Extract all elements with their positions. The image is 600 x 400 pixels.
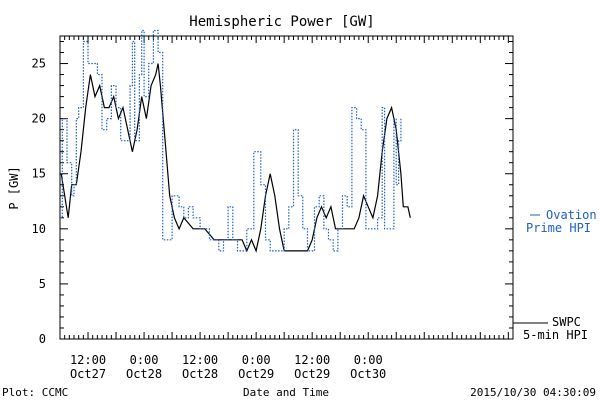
x-tick-label-time: 12:00 <box>70 353 106 367</box>
x-tick-label-date: Oct29 <box>294 367 330 381</box>
x-tick-label-time: 12:00 <box>294 353 330 367</box>
x-axis: 12:00Oct270:00Oct2812:00Oct280:00Oct2912… <box>59 36 514 381</box>
y-tick-label: 25 <box>32 57 46 71</box>
ovation-legend-line2: Prime HPI <box>526 221 591 235</box>
x-axis-label: Date and Time <box>243 386 329 399</box>
y-tick-label: 20 <box>32 112 46 126</box>
y-tick-label: 5 <box>39 277 46 291</box>
series-line-swpc <box>60 63 411 253</box>
chart-title: Hemispheric Power [GW] <box>189 14 374 30</box>
y-axis: 0 5 10 15 20 25 <box>32 41 513 346</box>
plot-frame <box>59 35 514 340</box>
x-tick-label-date: Oct27 <box>70 367 106 381</box>
x-tick-label-date: Oct28 <box>182 367 218 381</box>
y-axis-label: P [GW] <box>7 166 21 209</box>
series-layer <box>60 29 411 253</box>
x-tick-label-time: 12:00 <box>182 353 218 367</box>
x-tick-label-time: 0:00 <box>242 353 271 367</box>
x-tick-label-time: 0:00 <box>354 353 383 367</box>
x-tick-label-time: 0:00 <box>130 353 159 367</box>
y-tick-label: 0 <box>39 332 46 346</box>
swpc-legend-line2: 5-min HPI <box>523 328 588 342</box>
plot-timestamp: 2015/10/30 04:30:09 <box>470 386 596 399</box>
ovation-legend-line1: Ovation <box>546 208 597 222</box>
x-tick-label-date: Oct29 <box>238 367 274 381</box>
x-tick-label-date: Oct30 <box>350 367 386 381</box>
series-line-ovation <box>60 29 402 252</box>
x-tick-label-date: Oct28 <box>126 367 162 381</box>
y-tick-label: 10 <box>32 222 46 236</box>
y-tick-label: 15 <box>32 167 46 181</box>
plot-credit: Plot: CCMC <box>2 386 68 399</box>
swpc-legend-line1: SWPC <box>552 315 581 329</box>
